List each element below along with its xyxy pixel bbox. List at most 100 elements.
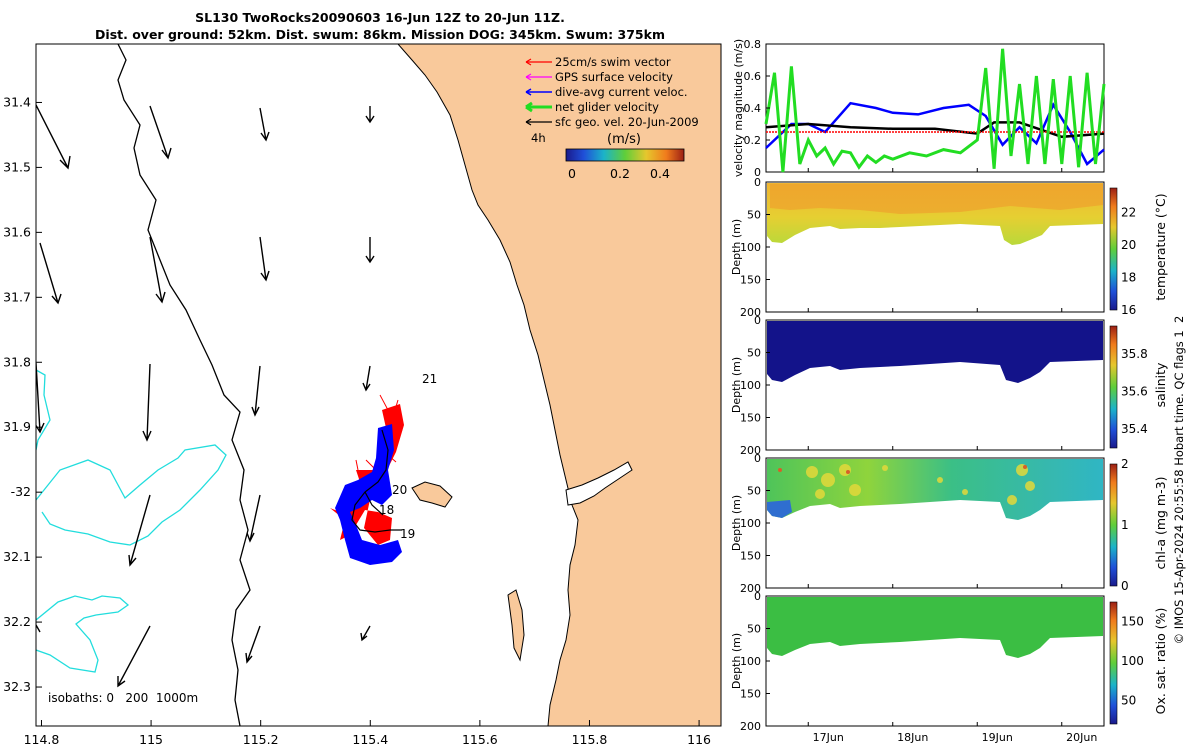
- legend-geo-velocity-label: sfc geo. vel. 20-Jun-2009: [555, 115, 699, 129]
- depth-tick-label: 50: [747, 623, 761, 636]
- time-tick-label: 17Jun: [813, 731, 844, 744]
- chlorophyll-colorbar: [1109, 463, 1118, 587]
- depth-tick-label: 100: [740, 379, 761, 392]
- legend-net-velocity-head-icon: [525, 101, 533, 113]
- garden-island: [411, 481, 453, 508]
- glider-track: [330, 394, 404, 565]
- map-legend: 25cm/s swim vector GPS surface velocity …: [525, 55, 699, 181]
- map-ytick-label: 32.1: [3, 549, 31, 564]
- colorbar-tick-0.4: 0.4: [650, 166, 670, 181]
- section-temperature: [765, 181, 1105, 313]
- colorbar-tick-0.2: 0.2: [610, 166, 630, 181]
- depth-tick-label: 200: [740, 582, 761, 595]
- salinity-colorbar-tick: 35.6: [1121, 385, 1148, 399]
- day-label-18: 18: [379, 503, 394, 517]
- isobath-label: isobaths: 0 200 1000m: [48, 691, 198, 705]
- temperature-colorbar-tick: 20: [1121, 238, 1136, 252]
- chlorophyll-deep-blue: [767, 500, 792, 518]
- depth-tick-label: 0: [754, 176, 761, 189]
- land-area: [397, 44, 721, 726]
- day-label-20: 20: [392, 483, 407, 497]
- isobath-1000m-c: [36, 595, 130, 673]
- map-xtick-label: 115: [139, 732, 163, 747]
- oxygen-field: [767, 597, 1103, 658]
- map-y-axis: 31.4 31.5 31.6 31.7 31.8 31.9 -32 32.1 32.2 32.3: [3, 94, 42, 694]
- oxygen-colorbar-tick: 100: [1121, 654, 1144, 668]
- time-tick-label: 20Jun: [1066, 731, 1097, 744]
- map-xtick-label: 116: [687, 732, 711, 747]
- map-ytick-label: 31.4: [3, 94, 31, 109]
- salinity-field: [767, 321, 1103, 383]
- depth-tick-label: 150: [740, 550, 761, 563]
- depth-tick-label: 200: [740, 444, 761, 457]
- legend-gps-velocity-label: GPS surface velocity: [555, 70, 673, 84]
- legend-dive-avg-head-icon: [525, 88, 532, 96]
- oxygen-colorbar-tick: 150: [1121, 615, 1144, 629]
- velocity-ytick-label: 0.8: [744, 38, 762, 51]
- map-ytick-label: 31.8: [3, 354, 31, 369]
- time-tick-label: 18Jun: [897, 731, 928, 744]
- velocity-series-net-glider-velocity: [764, 48, 1106, 173]
- temperature-colorbar-tick: 22: [1121, 205, 1136, 219]
- chlorophyll-colorbar-tick: 2: [1121, 457, 1129, 471]
- figure-title-line2: Dist. over ground: 52km. Dist. swum: 86k…: [95, 27, 665, 42]
- salinity-colorbar-label: salinity: [1153, 362, 1168, 407]
- coast-200m-isobath: [117, 44, 251, 726]
- legend-swim-vector-label: 25cm/s swim vector: [555, 55, 671, 69]
- isobath-1000m-a: [36, 369, 51, 451]
- depth-tick-label: 50: [747, 209, 761, 222]
- chlorophyll-colorbar-tick: 1: [1121, 518, 1129, 532]
- legend-net-velocity-label: net glider velocity: [555, 100, 659, 114]
- net-track-line: [351, 429, 402, 533]
- depth-tick-label: 150: [740, 688, 761, 701]
- depth-tick-label: 200: [740, 720, 761, 733]
- map-xtick-label: 115.2: [243, 732, 279, 747]
- oxygen-colorbar: [1109, 601, 1118, 725]
- depth-axis-label: Depth (m): [730, 495, 743, 551]
- map-xtick-label: 115.8: [572, 732, 608, 747]
- map-x-axis: 114.8 115 115.2 115.4 115.6 115.8 116: [24, 720, 711, 747]
- depth-tick-label: 0: [754, 590, 761, 603]
- imos-side-note: © IMOS 15-Apr-2024 20:55:58 Hobart time.…: [1172, 316, 1186, 645]
- colorbar-title: (m/s): [607, 132, 641, 147]
- map-ytick-label: 31.5: [3, 159, 31, 174]
- day-label-21: 21: [422, 372, 437, 386]
- map-ytick-label: -32: [11, 484, 31, 499]
- depth-tick-label: 100: [740, 241, 761, 254]
- velocity-ytick-label: 0.2: [744, 134, 762, 147]
- map-xtick-label: 114.8: [24, 732, 60, 747]
- depth-tick-label: 0: [754, 452, 761, 465]
- depth-axis-label: Depth (m): [730, 219, 743, 275]
- depth-axis-label: Depth (m): [730, 357, 743, 413]
- chlorophyll-colorbar-label: chl-a (mg m-3): [1153, 477, 1168, 570]
- velocity-ytick-label: 0.6: [744, 70, 762, 83]
- time-tick-label: 19Jun: [982, 731, 1013, 744]
- dive-avg-current-cluster: [335, 424, 402, 565]
- scale-label: 4h: [531, 131, 546, 145]
- legend-gps-velocity-head-icon: [525, 73, 532, 81]
- depth-tick-label: 200: [740, 306, 761, 319]
- depth-tick-label: 100: [740, 517, 761, 530]
- map-ytick-label: 32.2: [3, 614, 31, 629]
- speed-colorbar: [565, 148, 685, 162]
- chlorophyll-colorbar-tick: 0: [1121, 579, 1129, 593]
- salinity-colorbar-tick: 35.4: [1121, 422, 1148, 436]
- velocity-ytick-label: 0.4: [744, 102, 762, 115]
- depth-tick-label: 0: [754, 314, 761, 327]
- temperature-colorbar-label: temperature (°C): [1153, 193, 1168, 300]
- map-ytick-label: 31.7: [3, 289, 31, 304]
- velocity-panel: 0 0.2 0.4 0.6 0.8 velocity magnitude (m/s): [732, 38, 1106, 179]
- depth-tick-label: 100: [740, 655, 761, 668]
- oxygen-colorbar-tick: 50: [1121, 693, 1136, 707]
- salinity-colorbar-tick: 35.8: [1121, 347, 1148, 361]
- depth-tick-label: 150: [740, 274, 761, 287]
- section-salinity: [765, 319, 1105, 451]
- figure-title-line1: SL130 TwoRocks20090603 16-Jun 12Z to 20-…: [195, 10, 565, 25]
- temperature-colorbar-tick: 16: [1121, 303, 1136, 317]
- legend-geo-velocity-head-icon: [525, 118, 532, 126]
- map-ytick-label: 32.3: [3, 679, 31, 694]
- depth-tick-label: 150: [740, 412, 761, 425]
- map-ytick-label: 31.9: [3, 419, 31, 434]
- section-oxygen: [765, 595, 1105, 727]
